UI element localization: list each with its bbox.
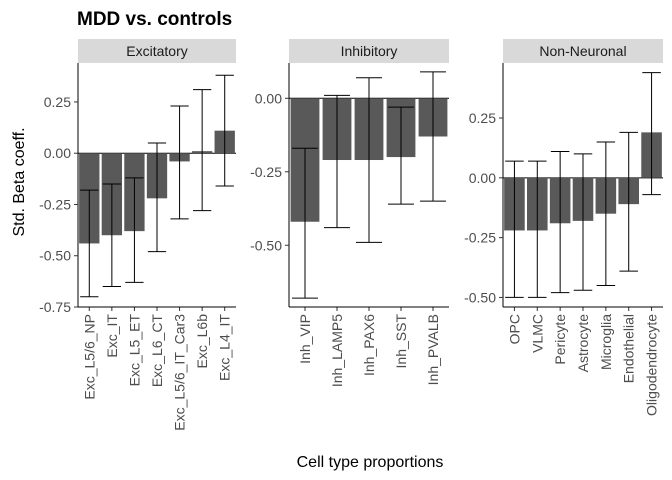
y-tick-label: -0.50 xyxy=(39,248,71,264)
panel-2: Non-Neuronal OPC VLMC Pericyte Astrocyte Micr… xyxy=(464,39,663,416)
facet-strip xyxy=(78,39,236,63)
facet-strip xyxy=(289,39,449,63)
facet-strip-label: Non-Neuronal xyxy=(539,43,626,59)
y-tick-label: 0.00 xyxy=(255,90,282,106)
y-tick-label: 0.25 xyxy=(469,110,496,126)
y-tick-label: -0.50 xyxy=(464,289,496,305)
chart-title: MDD vs. controls xyxy=(77,9,232,30)
x-tick-label: Inh_PAX6 xyxy=(361,314,377,376)
y-tick-label: -0.25 xyxy=(250,164,282,180)
x-tick-label: VLMC xyxy=(529,314,545,353)
y-tick-label: 0.25 xyxy=(44,94,71,110)
y-tick-label: -0.25 xyxy=(464,230,496,246)
x-axis-title: Cell type proportions xyxy=(297,454,444,471)
x-tick-label: Exc_IT xyxy=(104,314,120,358)
x-tick-label: Exc_L6_CT xyxy=(149,314,165,388)
panel-1: Inhibitory Inh_VIP Inh_LAMP5 Inh_PAX6 Inh_SS… xyxy=(250,39,449,387)
y-tick-label: -0.25 xyxy=(39,196,71,212)
facet-strip-label: Inhibitory xyxy=(341,43,398,59)
y-tick-label: 0.00 xyxy=(44,145,71,161)
panel-0: Excitatory Exc_L5/6_NP Exc_IT Exc_L5_ET Exc_… xyxy=(39,39,236,431)
x-tick-label: Exc_L5/6_IT_Car3 xyxy=(172,314,188,431)
x-tick-label: Inh_SST xyxy=(393,314,409,369)
x-tick-label: Exc_L4_IT xyxy=(217,314,233,381)
x-tick-label: Endothelial xyxy=(621,314,637,383)
y-tick-label: -0.50 xyxy=(250,237,282,253)
x-tick-label: Exc_L5/6_NP xyxy=(81,314,97,400)
x-tick-label: Astrocyte xyxy=(575,314,591,373)
y-axis-title: Std. Beta coeff. xyxy=(11,127,28,236)
x-tick-label: Microglia xyxy=(598,314,614,370)
y-tick-label: -0.75 xyxy=(39,299,71,315)
x-tick-label: Oligodendrocyte xyxy=(644,314,660,416)
x-tick-label: Pericyte xyxy=(552,314,568,365)
x-tick-label: Inh_VIP xyxy=(297,314,313,364)
x-tick-label: Inh_LAMP5 xyxy=(329,314,345,387)
x-tick-label: OPC xyxy=(506,314,522,344)
facet-strip-label: Excitatory xyxy=(126,43,187,59)
x-tick-label: Inh_PVALB xyxy=(425,314,441,385)
y-tick-label: 0.00 xyxy=(469,170,496,186)
chart-panels: Excitatory Exc_L5/6_NP Exc_IT Exc_L5_ET Exc_… xyxy=(39,39,663,431)
x-tick-label: Exc_L6b xyxy=(194,314,210,369)
facet-strip xyxy=(503,39,663,63)
x-tick-label: Exc_L5_ET xyxy=(126,314,142,387)
